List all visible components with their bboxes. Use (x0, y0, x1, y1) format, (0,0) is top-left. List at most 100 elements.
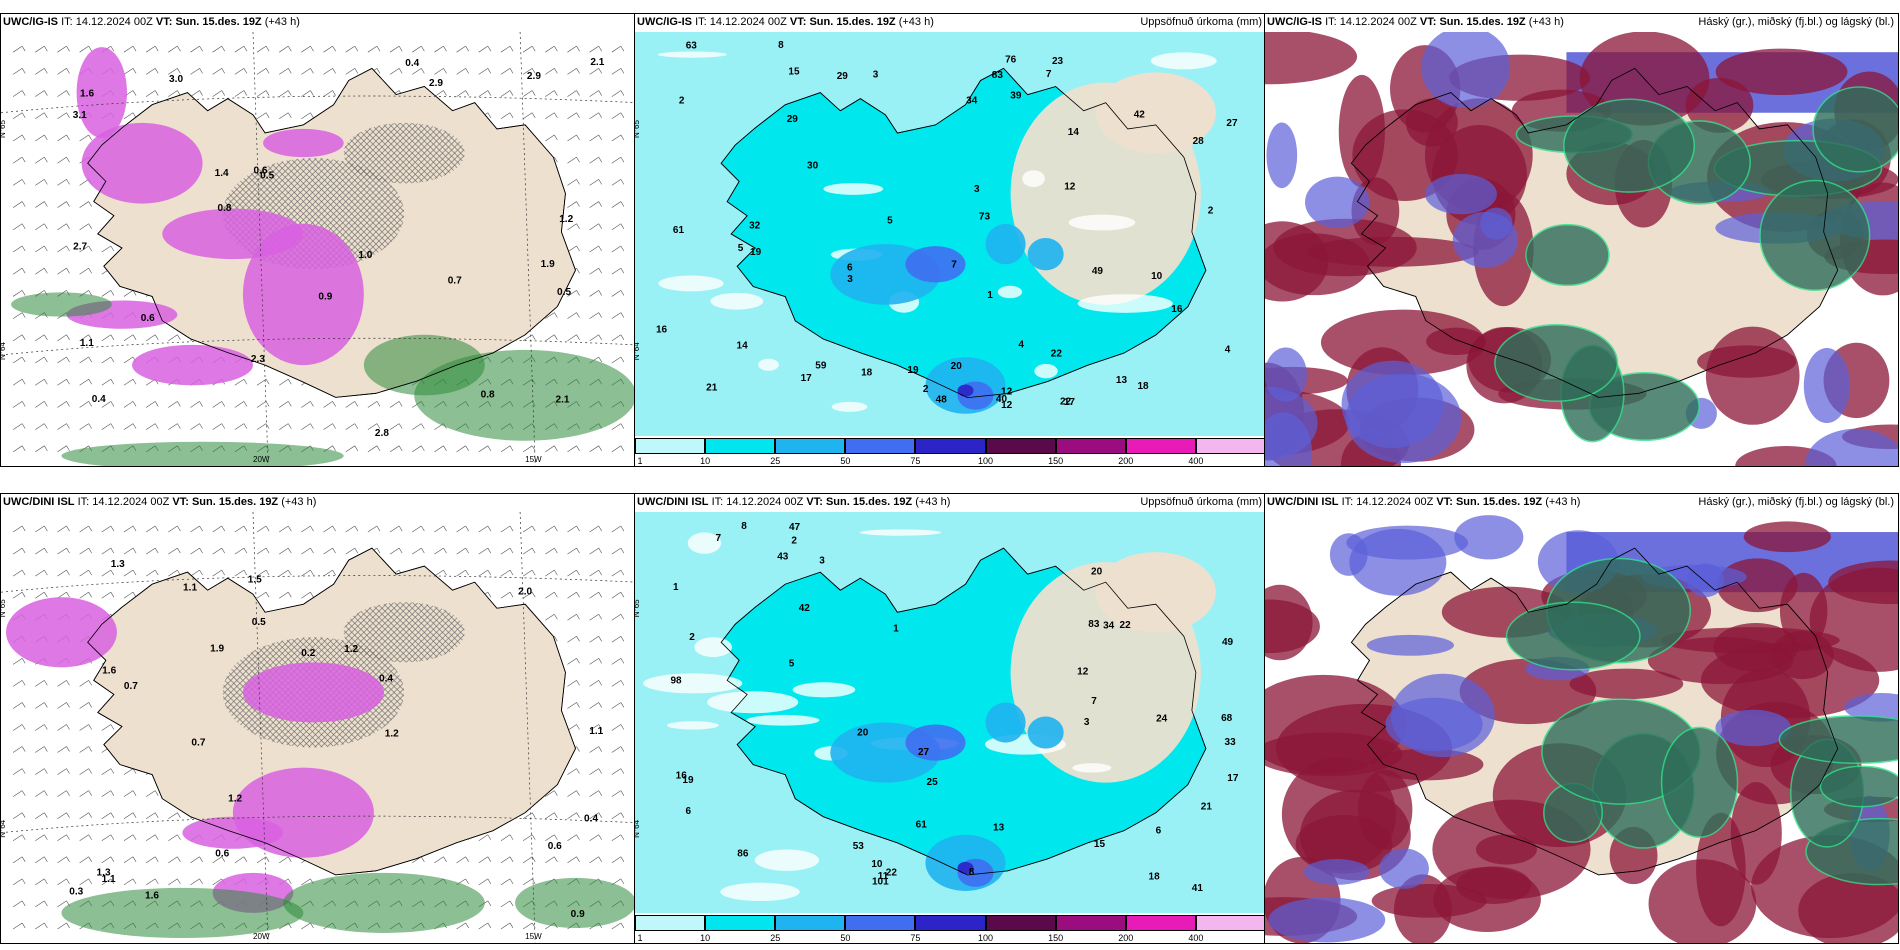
wind-barb (190, 423, 203, 430)
value-label: 0.7 (191, 738, 205, 749)
wind-barb (212, 45, 226, 53)
value-label: 4 (1225, 344, 1231, 355)
wind-barb (145, 790, 159, 797)
wind-barb (567, 768, 580, 775)
colorbar-tick: 150 (1048, 933, 1064, 943)
wind-barb (101, 245, 115, 253)
wind-barb (567, 790, 580, 797)
value-label: 0.4 (405, 58, 419, 69)
wind-barb (35, 834, 48, 842)
low-cloud (1266, 122, 1298, 189)
wind-barb (567, 290, 580, 297)
it-value: 14.12.2024 00Z (726, 496, 804, 508)
value-label: 1.3 (111, 559, 125, 570)
value-label: 0.6 (215, 849, 229, 860)
wind-barb (478, 569, 492, 577)
wind-barb (589, 636, 602, 643)
wind-barb (611, 112, 625, 120)
wind-barb (279, 112, 292, 120)
wind-barb (456, 445, 469, 453)
value-label: 1.1 (80, 338, 94, 349)
wind-barb (589, 812, 602, 819)
value-label: 0.7 (124, 681, 138, 692)
wind-barb (567, 179, 580, 186)
wind-barb (35, 245, 48, 253)
wind-barb (611, 90, 625, 97)
wind-barb (12, 68, 26, 75)
wind-barb (500, 90, 514, 97)
wind-barb (79, 378, 92, 386)
value-label: 5 (738, 243, 744, 254)
panel-6: UWC/DINI ISL IT: 14.12.2024 00Z VT: Sun.… (1264, 493, 1899, 944)
it-value: 14.12.2024 00Z (75, 16, 153, 28)
colorbar-swatch (1125, 915, 1196, 931)
value-label: 1 (893, 623, 899, 634)
wind-barb (611, 179, 625, 186)
wind-barb (589, 112, 602, 120)
wind-barb (35, 724, 48, 731)
wind-barb (12, 378, 26, 386)
wind-barb (567, 636, 580, 643)
wind-barb (589, 856, 602, 864)
wind-barb (323, 45, 336, 53)
value-label: 61 (673, 225, 685, 236)
wind-barb (212, 547, 226, 555)
colorbar-tick: 25 (770, 933, 781, 943)
wind-barb (456, 68, 469, 75)
wind-barb (57, 334, 70, 342)
high-cloud (1715, 48, 1848, 96)
wind-barb (434, 90, 447, 97)
value-label: 0.5 (252, 617, 266, 628)
wind-barb (79, 569, 92, 577)
wind-barb (190, 856, 203, 864)
wind-barb (123, 378, 137, 386)
wind-barb (234, 525, 248, 533)
wind-barb (79, 356, 92, 364)
wind-barb (589, 724, 602, 731)
wind-barb (101, 812, 115, 819)
value-label: 1.2 (385, 728, 399, 739)
wind-barb (145, 569, 159, 577)
wind-barb (589, 223, 602, 231)
wind-barb (279, 547, 292, 555)
wind-barb (12, 290, 26, 297)
wind-barb (522, 445, 536, 453)
wind-barb (611, 790, 625, 797)
wind-barb (478, 834, 492, 842)
value-label: 8 (741, 521, 747, 532)
value-label: 1.1 (183, 583, 197, 594)
wind-barb (12, 658, 26, 665)
wind-barb (567, 547, 580, 555)
wind-barb (145, 878, 159, 886)
value-label: 0.4 (379, 673, 393, 684)
dry-streak (997, 285, 1023, 299)
mid-cloud (1812, 86, 1898, 173)
value-label: 1.0 (358, 250, 372, 261)
wind-barb (389, 547, 403, 555)
value-label: 2 (679, 95, 685, 106)
wind-barb (145, 90, 159, 97)
wind-barb (35, 223, 48, 231)
value-label: 0.8 (218, 203, 232, 214)
value-label: 3 (974, 184, 980, 195)
wind-barb (589, 201, 602, 208)
value-label: 1.1 (589, 726, 603, 737)
wind-barb (279, 856, 292, 864)
value-label: 1.9 (541, 259, 555, 270)
wind-barb (522, 45, 536, 53)
wind-barb (101, 834, 115, 842)
wind-barb (57, 856, 70, 864)
mid-cloud (1660, 726, 1739, 838)
wind-barb (567, 312, 580, 319)
wind-barb (145, 547, 159, 555)
value-label: 1.6 (145, 890, 159, 901)
panel-title: Háský (gr.), miðský (fj.bl.) og lágský (… (1698, 496, 1894, 508)
dry-streak (1068, 214, 1136, 231)
wind-barb (57, 525, 70, 533)
wind-barb (456, 547, 469, 555)
wind-barb (567, 702, 580, 709)
vt-label: VT: (155, 16, 173, 28)
value-label: 3 (819, 555, 825, 566)
value-label: 15 (788, 66, 800, 77)
low-cloud (1454, 515, 1524, 560)
